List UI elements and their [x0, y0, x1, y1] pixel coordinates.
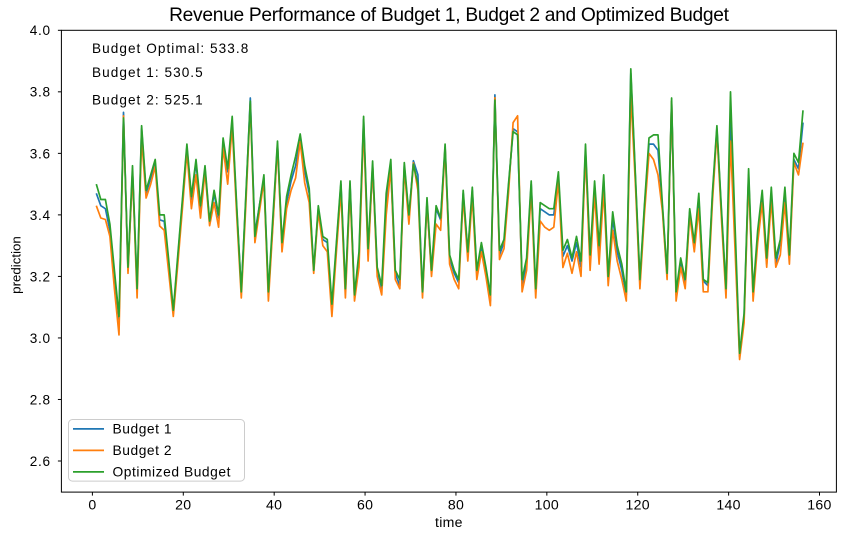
svg-text:Budget 2: 525.1: Budget 2: 525.1: [92, 92, 204, 107]
svg-text:60: 60: [357, 497, 373, 513]
svg-text:140: 140: [716, 497, 740, 513]
svg-text:Optimized Budget: Optimized Budget: [113, 465, 231, 480]
svg-text:20: 20: [175, 497, 191, 513]
svg-text:3.2: 3.2: [30, 269, 51, 284]
svg-text:3.6: 3.6: [30, 146, 51, 161]
svg-text:Revenue Performance of Budget: Revenue Performance of Budget 1, Budget …: [169, 5, 729, 26]
svg-text:Budget 1: Budget 1: [113, 422, 173, 437]
svg-text:Budget 2: Budget 2: [113, 443, 173, 458]
svg-text:2.8: 2.8: [30, 392, 51, 407]
svg-text:120: 120: [625, 497, 649, 513]
svg-text:Budget Optimal: 533.8: Budget Optimal: 533.8: [92, 41, 249, 56]
svg-text:3.8: 3.8: [30, 85, 51, 100]
svg-text:100: 100: [535, 497, 559, 513]
svg-text:0: 0: [88, 497, 96, 513]
svg-text:3.4: 3.4: [30, 208, 51, 223]
svg-text:prediction: prediction: [9, 236, 24, 294]
svg-text:Budget 1: 530.5: Budget 1: 530.5: [92, 65, 204, 80]
svg-text:3.0: 3.0: [30, 331, 51, 346]
svg-text:160: 160: [807, 497, 831, 513]
svg-text:40: 40: [266, 497, 282, 513]
svg-text:time: time: [435, 514, 463, 530]
svg-text:4.0: 4.0: [30, 23, 51, 38]
svg-text:2.6: 2.6: [30, 454, 51, 469]
svg-text:80: 80: [448, 497, 464, 513]
